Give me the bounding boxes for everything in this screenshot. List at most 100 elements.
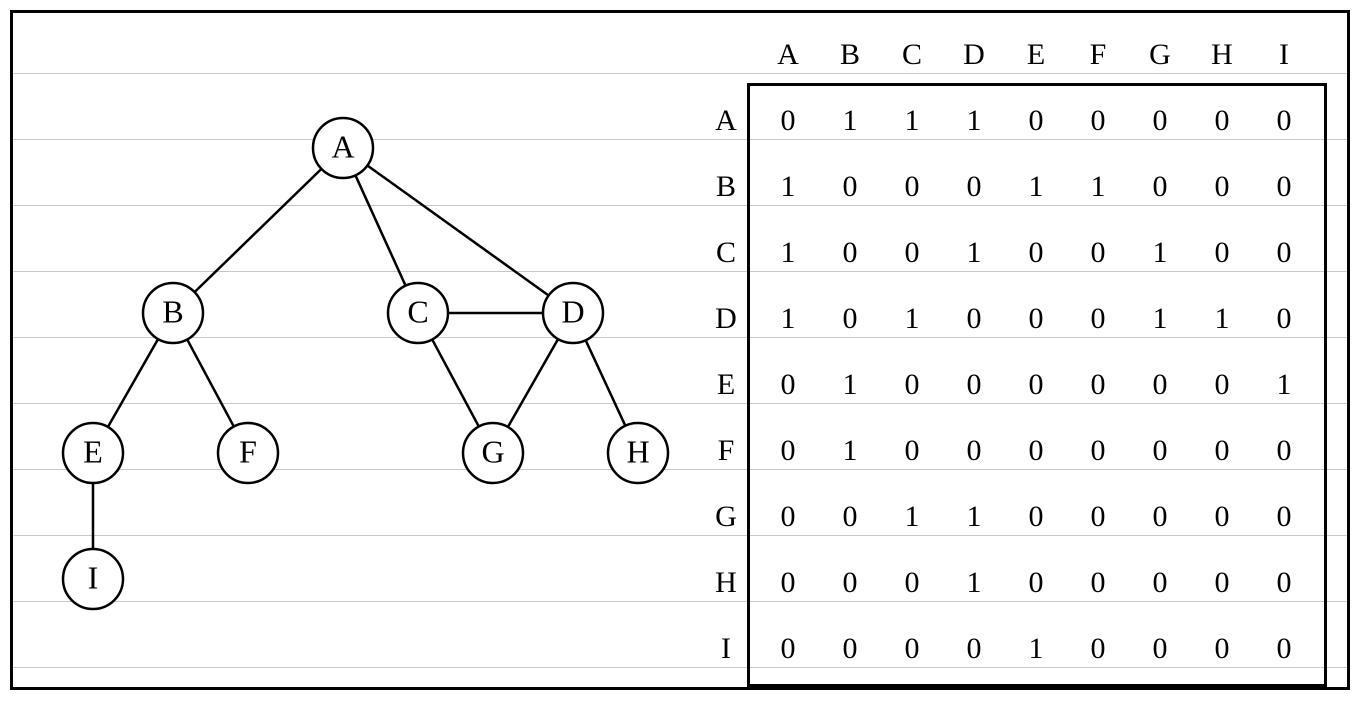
- graph-edge: [355, 175, 405, 285]
- matrix-cell: 0: [1253, 89, 1315, 153]
- matrix-cell: 0: [1067, 89, 1129, 153]
- matrix-cell: 0: [1129, 617, 1191, 681]
- graph-node-label-i: I: [88, 559, 99, 595]
- matrix-row-header: G: [695, 485, 757, 549]
- matrix-cell: 0: [1129, 155, 1191, 219]
- graph-edge: [367, 165, 548, 295]
- graph-node-label-h: H: [626, 433, 649, 469]
- matrix-cell: 0: [1253, 617, 1315, 681]
- matrix-col-header: G: [1129, 23, 1191, 87]
- graph-edge: [187, 339, 234, 426]
- matrix-cell: 0: [1005, 419, 1067, 483]
- matrix-cell: 0: [819, 221, 881, 285]
- graph-node-label-b: B: [162, 293, 183, 329]
- matrix-cell: 1: [881, 287, 943, 351]
- adjacency-matrix: ABCDEFGHIA011100000B100011000C100100100D…: [687, 13, 1347, 687]
- matrix-cell: 0: [1005, 89, 1067, 153]
- matrix-col-header: C: [881, 23, 943, 87]
- graph-node-label-c: C: [407, 293, 428, 329]
- matrix-cell: 0: [881, 617, 943, 681]
- graph-svg: ABCDEFGHI: [13, 13, 713, 693]
- matrix-cell: 0: [1253, 419, 1315, 483]
- matrix-cell: 0: [881, 353, 943, 417]
- graph-edge: [586, 340, 626, 426]
- matrix-cell: 1: [943, 89, 1005, 153]
- matrix-cell: 0: [1067, 551, 1129, 615]
- matrix-cell: 0: [1005, 221, 1067, 285]
- graph-node-label-g: G: [481, 433, 504, 469]
- matrix-cell: 0: [1067, 287, 1129, 351]
- matrix-cell: 0: [1253, 551, 1315, 615]
- matrix-cell: 0: [1067, 221, 1129, 285]
- matrix-cell: 0: [881, 551, 943, 615]
- matrix-cell: 0: [1129, 89, 1191, 153]
- matrix-cell: 0: [1129, 353, 1191, 417]
- matrix-cell: 1: [1191, 287, 1253, 351]
- matrix-cell: 0: [1067, 485, 1129, 549]
- matrix-cell: 0: [757, 617, 819, 681]
- graph-edge: [108, 339, 158, 427]
- matrix-row-header: F: [695, 419, 757, 483]
- matrix-cell: 0: [1005, 485, 1067, 549]
- matrix-row-header: D: [695, 287, 757, 351]
- matrix-col-header: A: [757, 23, 819, 87]
- matrix-cell: 0: [1005, 287, 1067, 351]
- matrix-cell: 1: [1005, 155, 1067, 219]
- graph-node-label-f: F: [239, 433, 257, 469]
- matrix-cell: 0: [1067, 419, 1129, 483]
- matrix-cell: 0: [819, 617, 881, 681]
- matrix-cell: 0: [881, 419, 943, 483]
- figure-frame: ABCDEFGHI ABCDEFGHIA011100000B100011000C…: [10, 10, 1350, 690]
- matrix-cell: 0: [881, 155, 943, 219]
- matrix-cell: 0: [1191, 551, 1253, 615]
- matrix-cell: 0: [1005, 353, 1067, 417]
- matrix-cell: 0: [1191, 485, 1253, 549]
- matrix-cell: 0: [881, 221, 943, 285]
- matrix-cell: 0: [1129, 419, 1191, 483]
- matrix-col-header: H: [1191, 23, 1253, 87]
- matrix-cell: 0: [757, 353, 819, 417]
- matrix-cell: 0: [943, 155, 1005, 219]
- matrix-cell: 0: [1129, 551, 1191, 615]
- matrix-cell: 1: [943, 221, 1005, 285]
- matrix-cell: 0: [1191, 221, 1253, 285]
- matrix-cell: 1: [1129, 221, 1191, 285]
- matrix-col-header: E: [1005, 23, 1067, 87]
- matrix-cell: 0: [1067, 353, 1129, 417]
- matrix-row-header: H: [695, 551, 757, 615]
- matrix-cell: 1: [757, 221, 819, 285]
- matrix-cell: 1: [881, 89, 943, 153]
- matrix-row-header: E: [695, 353, 757, 417]
- matrix-cell: 0: [1005, 551, 1067, 615]
- matrix-cell: 0: [757, 419, 819, 483]
- matrix-row-header: A: [695, 89, 757, 153]
- matrix-cell: 0: [1191, 155, 1253, 219]
- matrix-cell: 0: [757, 551, 819, 615]
- matrix-cell: 0: [1253, 485, 1315, 549]
- matrix-cell: 1: [819, 353, 881, 417]
- matrix-cell: 0: [819, 155, 881, 219]
- matrix-col-header: D: [943, 23, 1005, 87]
- matrix-cell: 1: [757, 155, 819, 219]
- matrix-col-header: I: [1253, 23, 1315, 87]
- matrix-cell: 1: [1005, 617, 1067, 681]
- matrix-cell: 0: [943, 617, 1005, 681]
- matrix-cell: 0: [1191, 89, 1253, 153]
- matrix-cell: 0: [819, 551, 881, 615]
- matrix-row-header: I: [695, 617, 757, 681]
- matrix-cell: 0: [1129, 485, 1191, 549]
- matrix-cell: 1: [943, 485, 1005, 549]
- matrix-cell: 1: [1067, 155, 1129, 219]
- matrix-cell: 1: [1129, 287, 1191, 351]
- matrix-cell: 0: [1191, 617, 1253, 681]
- matrix-col-header: F: [1067, 23, 1129, 87]
- graph-node-label-e: E: [83, 433, 103, 469]
- graph-edge: [195, 169, 322, 292]
- graph-diagram: ABCDEFGHI: [13, 13, 713, 687]
- matrix-cell: 0: [1191, 353, 1253, 417]
- matrix-cell: 0: [1253, 287, 1315, 351]
- matrix-cell: 0: [943, 353, 1005, 417]
- graph-node-label-a: A: [331, 128, 354, 164]
- matrix-cell: 0: [757, 485, 819, 549]
- matrix-cell: 0: [1253, 221, 1315, 285]
